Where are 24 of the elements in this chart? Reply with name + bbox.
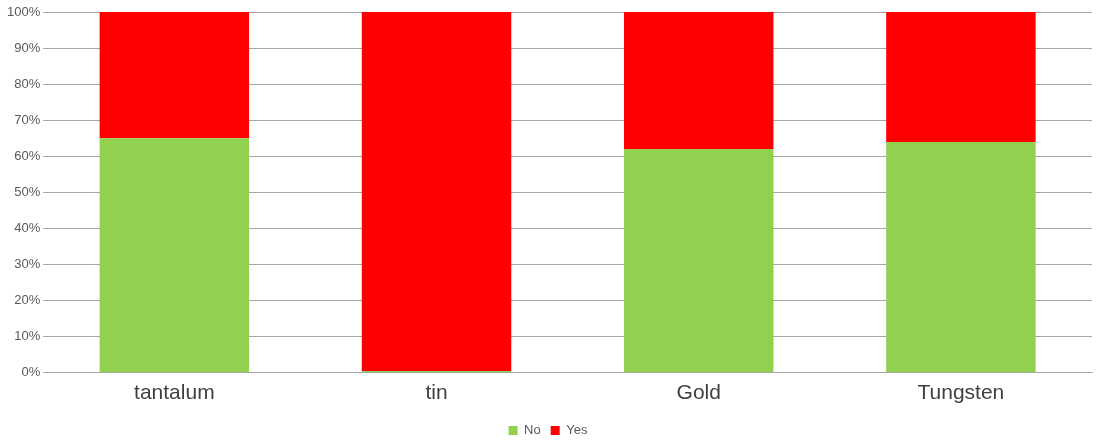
x-tick-label: Tungsten [917, 380, 1005, 404]
bar [99, 12, 250, 139]
legend-label: No [524, 422, 541, 438]
y-tick-label: 0% [21, 364, 41, 380]
bar [886, 141, 1036, 373]
y-tick-label: 60% [14, 147, 41, 163]
bar [624, 149, 774, 373]
y-tick-label: 10% [14, 328, 41, 344]
y-tick-label: 70% [14, 111, 41, 127]
x-tick-label: tin [425, 380, 448, 404]
legend-label: Yes [566, 422, 588, 438]
y-tick-label: 30% [14, 256, 41, 272]
y-tick-label: 50% [14, 183, 41, 199]
y-tick-label: 80% [14, 75, 41, 91]
bar [624, 12, 774, 150]
y-tick-label: 40% [14, 220, 41, 236]
y-tick-label: 20% [14, 292, 41, 308]
x-tick-label: Gold [676, 380, 721, 404]
y-tick-label: 100% [7, 3, 41, 19]
y-tick-label: 90% [14, 39, 41, 55]
x-tick-label: tantalum [134, 380, 215, 404]
bar [361, 12, 512, 371]
bar [886, 12, 1036, 142]
bar [99, 138, 250, 373]
